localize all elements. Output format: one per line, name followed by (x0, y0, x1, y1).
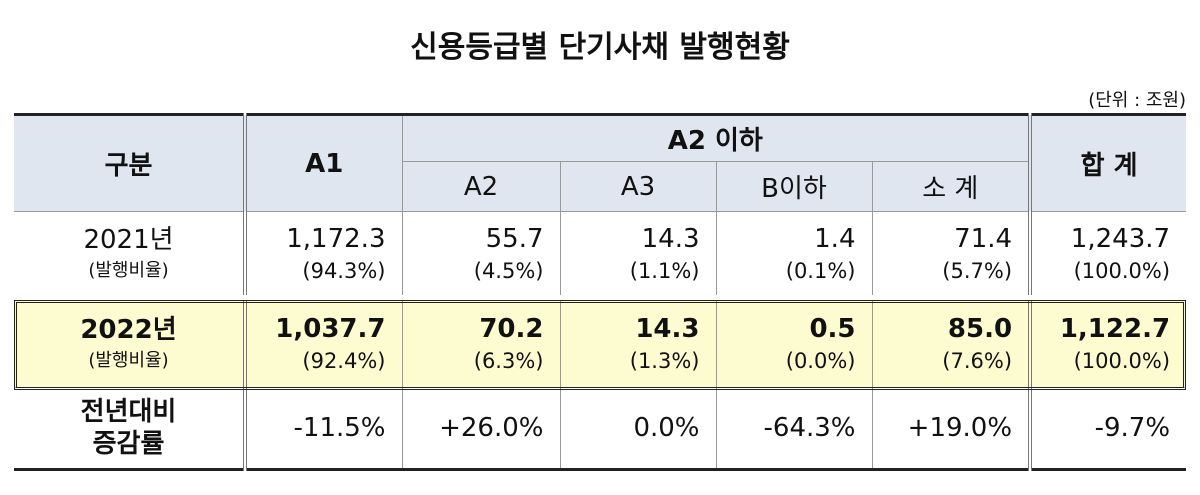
value: +19.0% (907, 413, 1013, 443)
header-cell: A3 (559, 161, 717, 212)
value: -9.7% (1094, 413, 1171, 443)
title: 신용등급별 단기사채 발행현황 (410, 30, 790, 65)
ratio: (92.4%) (302, 348, 386, 373)
row-label: 2022년 (80, 314, 177, 345)
value: 55.7 (485, 223, 544, 254)
header-cell: A2 이하 (401, 114, 1031, 162)
row-label-cell: 2022년 (발행비율) (14, 297, 246, 388)
ratio: (1.3%) (629, 348, 700, 373)
ratio: (5.7%) (942, 258, 1013, 283)
row-label-cell: 2021년 (발행비율) (14, 211, 246, 298)
ratio: (4.5%) (473, 258, 544, 283)
ratio: (100.0%) (1073, 258, 1171, 283)
ratio: (1.1%) (629, 258, 700, 283)
table-row: 2021년 (발행비율) 1,172.3 (94.3%) 55.7 (4.5%) 14.3 (… (14, 211, 1187, 298)
value: 1,243.7 (1070, 223, 1171, 254)
value-cell: 1,243.7 (100.0%) (1028, 211, 1187, 298)
table-row: 2022년 (발행비율) 1,037.7 (92.4%) 70.2 (6.3%) 14.3 (… (14, 297, 1187, 388)
header-cell: 합 계 (1028, 114, 1187, 212)
value: 70.2 (479, 313, 544, 344)
value-cell: +19.0% (871, 387, 1031, 470)
value-cell: 14.3 (1.1%) (559, 211, 717, 298)
value: +26.0% (439, 413, 544, 443)
value: 1,172.3 (286, 223, 386, 254)
row-sublabel: (발행비율) (88, 349, 169, 371)
value-cell: 70.2 (6.3%) (401, 297, 561, 388)
ratio: (7.6%) (942, 348, 1013, 373)
value: 14.3 (635, 313, 700, 344)
value: 0.5 (809, 313, 856, 344)
header-cell: A2 (402, 161, 561, 212)
issuance-table: 구분 A1 A2 이하 합 계 A2 A3 B이하 소 계 2021년 (발행비율… (14, 113, 1187, 471)
header-cell: A1 (243, 114, 403, 212)
row-sublabel: (발행비율) (88, 259, 169, 281)
value: -11.5% (293, 413, 386, 443)
header-cell: 소 계 (871, 161, 1031, 212)
ratio: (100.0%) (1073, 348, 1171, 373)
table-body: 2021년 (발행비율) 1,172.3 (94.3%) 55.7 (4.5%) 14.3 (… (14, 211, 1187, 470)
ratio: (94.3%) (302, 258, 386, 283)
row-label: 증감률 (92, 429, 165, 459)
ratio: (0.0%) (785, 348, 856, 373)
value-cell: 1,037.7 (92.4%) (243, 297, 403, 388)
value-cell: -64.3% (715, 387, 873, 470)
value-cell: 1.4 (0.1%) (715, 211, 873, 298)
value-cell: 55.7 (4.5%) (401, 211, 561, 298)
table-row: 전년대비 증감률 -11.5% +26.0% 0.0% -64.3% +19.0% -9.7% (14, 387, 1187, 470)
row-label: 2021년 (83, 224, 174, 255)
value-cell: 0.5 (0.0%) (715, 297, 873, 388)
value: 85.0 (947, 313, 1013, 344)
value-cell: +26.0% (401, 387, 561, 470)
value-cell: 14.3 (1.3%) (559, 297, 717, 388)
value: 1.4 (814, 223, 856, 254)
ratio: (0.1%) (785, 258, 856, 283)
value: 71.4 (954, 223, 1013, 254)
value: 14.3 (641, 223, 700, 254)
value-cell: 71.4 (5.7%) (871, 211, 1031, 298)
unit-note: (단위 : 조원) (1088, 90, 1186, 111)
header-cell: 구분 (14, 114, 246, 212)
value: 0.0% (633, 413, 700, 443)
value: 1,122.7 (1059, 313, 1171, 344)
value-cell: 1,122.7 (100.0%) (1028, 297, 1187, 388)
value-cell: 1,172.3 (94.3%) (243, 211, 403, 298)
row-label: 전년대비 (80, 397, 177, 427)
row-label-cell: 전년대비 증감률 (14, 387, 246, 470)
header-cell: B이하 (715, 161, 873, 212)
value: -64.3% (763, 413, 856, 443)
value-cell: 0.0% (559, 387, 717, 470)
value: 1,037.7 (275, 313, 386, 344)
value-cell: 85.0 (7.6%) (871, 297, 1031, 388)
value-cell: -9.7% (1028, 387, 1187, 470)
ratio: (6.3%) (473, 348, 544, 373)
value-cell: -11.5% (243, 387, 403, 470)
